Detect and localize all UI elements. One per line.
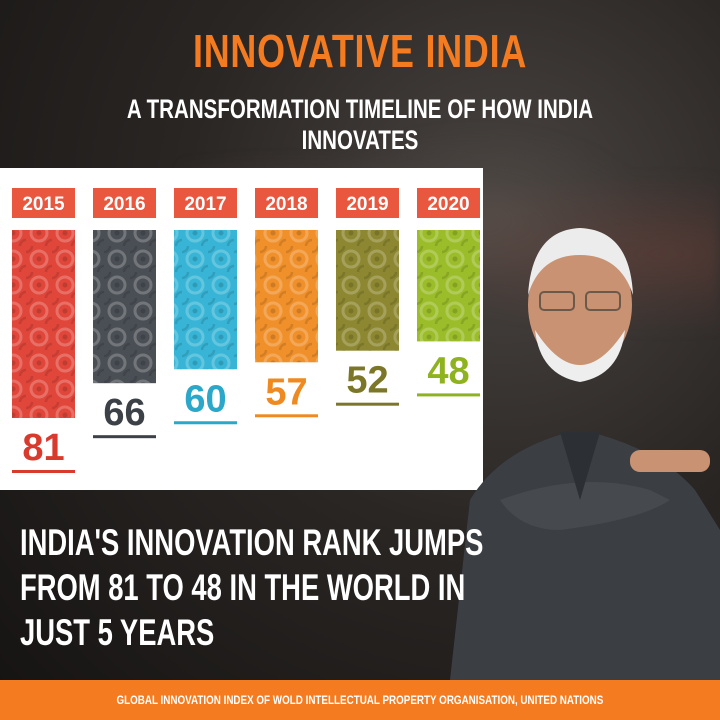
bar-texture-2020 [417,230,480,342]
bar-texture-2018 [255,230,318,363]
page-title: INNOVATIVE INDIA [192,25,528,77]
headline-text: INDIA'S INNOVATION RANK JUMPS FROM 81 TO… [20,520,484,655]
year-badge-2017 [174,188,237,218]
value-label-2019: 52 [346,360,388,402]
headline-line-1: INDIA'S INNOVATION RANK JUMPS [20,522,484,563]
year-badge-2019 [336,188,399,218]
value-underline-2019 [336,402,399,406]
tick-label-2020: 2020 [427,194,469,215]
value-underline-2016 [93,435,156,439]
year-badge-2016 [93,188,156,218]
value-underline-2020 [417,393,480,397]
value-label-2017: 60 [184,378,226,420]
value-label-2015: 81 [22,427,64,469]
tick-label-2015: 2015 [22,194,65,215]
headline-line-3: JUST 5 YEARS [20,612,215,653]
tick-label-2016: 2016 [103,194,145,215]
rank-bar-chart: 2015 81 2016 66 2017 60 2018 57 2019 52 2020 48 [12,188,480,473]
value-label-2018: 57 [265,371,307,413]
source-text: GLOBAL INNOVATION INDEX OF WOLD INTELLEC… [116,693,604,707]
headline-line-2: FROM 81 TO 48 IN THE WORLD IN [20,567,466,608]
value-underline-2017 [174,421,237,425]
bar-texture-2016 [93,230,156,384]
bar-texture-2015 [12,230,75,418]
source-footer: GLOBAL INNOVATION INDEX OF WOLD INTELLEC… [0,680,720,720]
bar-texture-2017 [174,230,237,370]
value-label-2016: 66 [103,392,145,434]
chart-panel: 2015 81 2016 66 2017 60 2018 57 2019 52 2020 48 [0,168,483,490]
year-badge-2015 [12,188,75,218]
portrait-image [450,228,720,680]
year-badge-2018 [255,188,318,218]
year-badge-2020 [417,188,480,218]
value-underline-2018 [255,414,318,418]
value-label-2020: 48 [427,350,469,392]
page-subtitle: A TRANSFORMATION TIMELINE OF HOW INDIA I… [126,94,594,155]
bar-texture-2019 [336,230,399,351]
tick-label-2019: 2019 [346,194,388,215]
value-underline-2015 [12,470,75,473]
tick-label-2017: 2017 [184,194,226,215]
tick-label-2018: 2018 [265,194,307,215]
